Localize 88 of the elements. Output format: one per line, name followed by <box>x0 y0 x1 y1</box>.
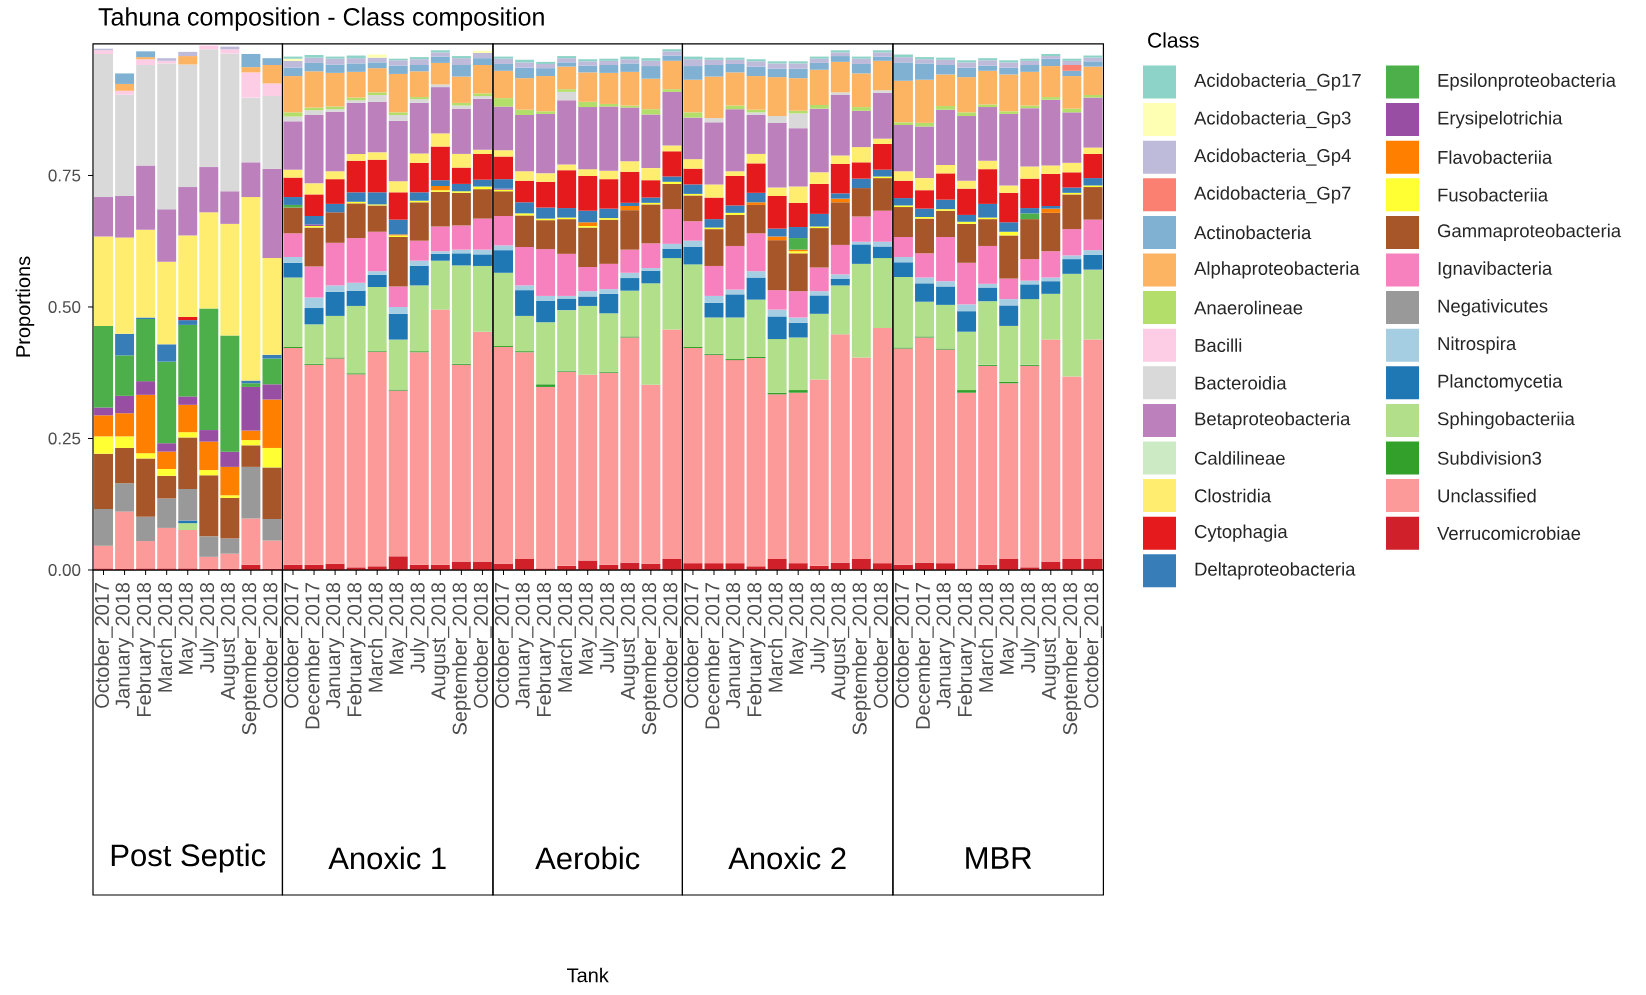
legend-label: Acidobacteria_Gp3 <box>1194 110 1351 129</box>
legend-label: Clostridia <box>1194 488 1272 503</box>
legend-label: Alphaproteobacteria <box>1194 261 1360 279</box>
x-tick-label: July_2018 <box>809 582 829 673</box>
x-tick-label: December_2017 <box>704 583 724 729</box>
x-tick-label: July_2018 <box>409 582 429 673</box>
legend-label: Flavobacteriia <box>1438 150 1553 164</box>
x-tick-label: February_2018 <box>346 582 366 717</box>
x-tick-label: March_2018 <box>157 582 176 692</box>
x-axis-title: MBR <box>966 847 1032 869</box>
x-tick-label: October_2018 <box>262 582 282 708</box>
legend-label: Cytophagia <box>1194 524 1288 542</box>
x-tick-label: October_2017 <box>894 583 913 708</box>
x-tick-label: January_2018 <box>326 582 345 709</box>
x-tick-label: October_2017 <box>283 583 303 708</box>
x-tick-label: September_2018 <box>1062 582 1082 735</box>
legend-label: Deltaproteobacteria <box>1195 562 1356 580</box>
x-tick-label: February_2018 <box>136 582 155 717</box>
x-tick-label: October_2017 <box>494 583 513 708</box>
legend-label: Actinobacteria <box>1194 225 1312 240</box>
legend-label: Gammaproteobacteria <box>1437 223 1622 242</box>
x-tick-label: March_2018 <box>978 582 997 692</box>
x-axis-title: Aerobic <box>535 846 640 870</box>
x-tick-label: December_2017 <box>915 583 934 729</box>
x-tick-label: May_2018 <box>789 582 808 674</box>
x-tick-label: August_2018 <box>1041 582 1060 700</box>
legend-label: Epsilonproteobacteria <box>1438 73 1616 91</box>
legend-label: Acidobacteria_Gp17 <box>1194 73 1361 91</box>
y-axis-title: Proportions <box>15 256 35 357</box>
x-tick-label: March_2018 <box>767 582 787 692</box>
y-tick-label: 0.25 <box>48 432 81 445</box>
legend-label: Planctomycetia <box>1438 374 1563 392</box>
x-tick-label: August_2018 <box>620 582 639 700</box>
legend-label: Betaproteobacteria <box>1195 411 1351 430</box>
x-tick-label: September_2018 <box>452 582 471 735</box>
x-tick-label: September_2018 <box>641 582 661 735</box>
legend-label: Anaerolineae <box>1194 300 1303 315</box>
legend-label: Acidobacteria_Gp7 <box>1194 186 1351 204</box>
legend-label: Sphingobacteriia <box>1437 411 1575 430</box>
x-tick-label: January_2018 <box>936 582 955 709</box>
y-tick-label: 0.00 <box>48 563 81 576</box>
x-tick-label: May_2018 <box>578 582 597 674</box>
y-tick-label: 0.50 <box>48 300 81 313</box>
x-tick-label: September_2018 <box>852 582 871 735</box>
legend-label: Subdivision3 <box>1437 451 1542 465</box>
x-tick-label: May_2018 <box>178 582 197 674</box>
legend-label: Verrucomicrobiae <box>1437 526 1581 540</box>
chart-title: Tahuna composition - Class composition <box>98 7 544 31</box>
x-tick-label: March_2018 <box>367 582 387 692</box>
x-tick-label: February_2018 <box>746 582 766 717</box>
x-axis-title: Post Septic <box>111 843 266 873</box>
legend-label: Nitrospira <box>1438 336 1517 354</box>
x-tick-label: February_2018 <box>957 582 976 717</box>
x-axis-title: Anoxic 1 <box>328 846 446 870</box>
legend-title: Class <box>1148 32 1199 48</box>
x-tick-label: October_2018 <box>1083 582 1103 708</box>
x-tick-label: January_2018 <box>725 582 745 709</box>
x-tick-label: August_2018 <box>431 582 450 700</box>
x-tick-label: August_2018 <box>831 582 850 700</box>
x-tick-label: September_2018 <box>241 582 261 735</box>
x-tick-label: March_2018 <box>557 582 576 692</box>
x-axis-title: Anoxic 2 <box>728 846 846 870</box>
legend-label: Fusobacteriia <box>1438 188 1549 202</box>
x-tick-label: July_2018 <box>1020 582 1040 673</box>
x-tick-label: July_2018 <box>599 582 619 673</box>
legend-label: Acidobacteria_Gp4 <box>1194 148 1351 166</box>
x-tick-label: July_2018 <box>199 582 219 673</box>
x-tick-label: May_2018 <box>389 582 408 674</box>
legend-label: Ignavibacteria <box>1438 261 1553 279</box>
y-tick-label: 0.75 <box>48 169 81 182</box>
legend-label: Bacteroidia <box>1195 376 1287 390</box>
x-tick-label: October_2018 <box>662 582 682 708</box>
x-tick-label: October_2017 <box>683 583 703 708</box>
x-tick-label: October_2018 <box>873 582 892 708</box>
x-tick-label: October_2017 <box>94 583 113 708</box>
legend-label: Bacilli <box>1195 338 1242 352</box>
x-tick-label: August_2018 <box>220 582 239 700</box>
legend-label: Erysipelotrichia <box>1438 110 1563 129</box>
x-tick-label: October_2018 <box>473 582 492 708</box>
x-tick-label: January_2018 <box>115 582 134 709</box>
x-tick-label: February_2018 <box>536 582 555 717</box>
legend-label: Unclassified <box>1438 488 1536 503</box>
text: Tank <box>567 967 609 983</box>
x-tick-label: May_2018 <box>999 582 1018 674</box>
legend-label: Caldilineae <box>1194 451 1285 465</box>
legend-label: Negativicutes <box>1438 298 1548 317</box>
x-tick-label: January_2018 <box>515 582 534 709</box>
x-tick-label: December_2017 <box>304 583 324 729</box>
